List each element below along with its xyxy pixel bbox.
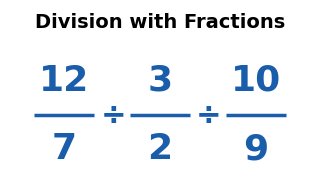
Text: 9: 9 [244, 132, 268, 166]
Text: ÷: ÷ [101, 101, 126, 130]
Text: 7: 7 [52, 132, 76, 166]
Text: 12: 12 [39, 64, 89, 98]
Text: 3: 3 [148, 64, 172, 98]
Text: ÷: ÷ [196, 101, 221, 130]
Text: Division with Fractions: Division with Fractions [35, 13, 285, 32]
Text: 2: 2 [148, 132, 172, 166]
Text: 10: 10 [231, 64, 281, 98]
